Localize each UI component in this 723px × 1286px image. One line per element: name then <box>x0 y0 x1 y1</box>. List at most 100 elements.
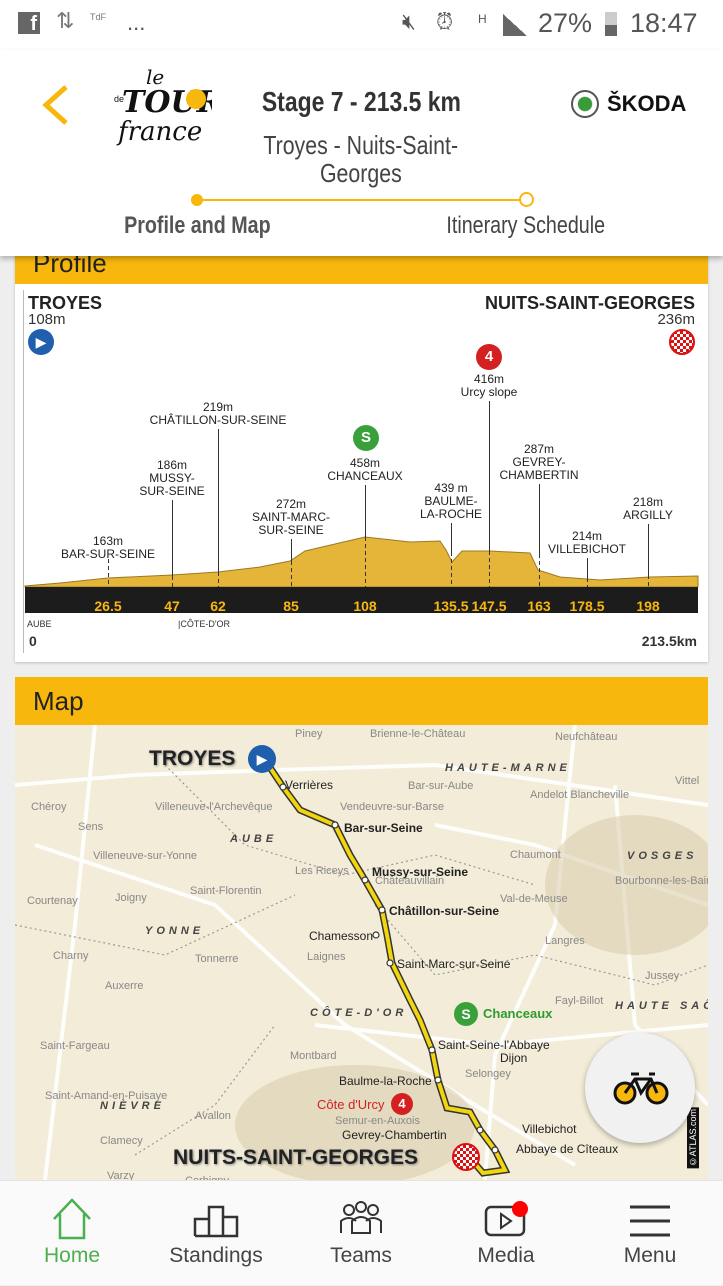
network-h-icon: H <box>478 12 487 26</box>
km-start: 0 <box>29 633 37 649</box>
waypoint-marker-line <box>489 401 490 551</box>
stage-route-line1: Troyes - Nuits-Saint- <box>263 130 459 160</box>
stage-title: Stage 7 - 213.5 km <box>261 86 461 117</box>
waypoint-label: 416m Urcy slope <box>461 373 518 399</box>
map-place-label: Villeneuve-l'Archevêque <box>155 801 273 813</box>
map-town-label: Saint-Seine-l'Abbaye <box>438 1038 550 1052</box>
map-town-label: Bar-sur-Seine <box>344 821 423 835</box>
waypoint-alt: 186m <box>156 458 188 472</box>
sprint-badge: S <box>353 425 379 451</box>
map-town-label: Gevrey-Chambertin <box>342 1128 447 1142</box>
map-region-label: AUBE <box>230 833 278 845</box>
step-dot-itinerary[interactable] <box>519 192 534 207</box>
status-bar: f ⇅ TdF ... 🔇︎ ⏰︎ H 27% 18:47 <box>0 0 723 50</box>
nav-standings[interactable]: Standings <box>144 1181 288 1286</box>
stage-route-line2: Georges <box>320 158 402 188</box>
tour-app-icon: TdF <box>90 12 107 22</box>
map-place-label: Châteauvillain <box>375 875 445 887</box>
waypoint-label: 214m VILLEBICHOT <box>548 530 626 556</box>
waypoint-alt: 416m <box>473 372 505 386</box>
map-finish-icon <box>452 1143 480 1171</box>
map-climb-label: Côte d'Urcy <box>317 1097 385 1112</box>
waypoint-name: CHÂTILLON-SUR-SEINE <box>149 413 287 427</box>
waypoint-marker-line <box>218 429 219 572</box>
map-town-label: Abbaye de Cîteaux <box>516 1142 619 1156</box>
more-notifications: ... <box>127 10 146 35</box>
km-marker: 163 <box>527 598 551 614</box>
waypoint-marker-line <box>291 539 292 561</box>
map-town-label: Châtillon-sur-Seine <box>389 904 500 918</box>
waypoint-alt: 219m <box>202 400 234 414</box>
svg-text:le: le <box>146 65 164 89</box>
map-region-label: VOSGES <box>627 850 698 862</box>
bike-fab-button[interactable] <box>585 1033 695 1143</box>
tab-profile-and-map[interactable]: Profile and Map <box>123 212 271 239</box>
map-place-label: Vittel <box>675 775 700 787</box>
alarm-icon: ⏰︎ <box>436 9 454 34</box>
map-town-label: Chamesson <box>309 929 374 943</box>
region-cote-dor: |CÔTE-D'OR <box>178 619 231 629</box>
map-place-label: Jussey <box>645 970 680 982</box>
waypoint-label: 287m GEVREY- CHAMBERTIN <box>499 443 578 482</box>
map-town-label: Villebichot <box>522 1122 577 1136</box>
map-place-label: Courtenay <box>27 895 78 907</box>
finish-flag-icon <box>669 329 695 355</box>
climb-cat4-badge: 4 <box>476 344 502 370</box>
map-place-label: Vendeuvre-sur-Barse <box>340 801 444 813</box>
waypoint-alt: 214m <box>571 529 603 543</box>
waypoint-name1: BAULME- <box>424 494 478 508</box>
waypoint-label: 163m BAR-SUR-SEINE <box>61 535 155 561</box>
map-place-label: Val-de-Meuse <box>500 893 568 905</box>
waypoint-name1: SAINT-MARC- <box>252 510 330 524</box>
map-place-label: Saint-Florentin <box>190 885 262 897</box>
back-chevron-icon[interactable] <box>40 83 72 128</box>
waypoint-dashed-line <box>648 575 649 587</box>
waypoint-name: ARGILLY <box>623 508 673 522</box>
waypoint-name1: MUSSY- <box>149 471 195 485</box>
step-dot-profile[interactable] <box>191 194 203 206</box>
nav-home[interactable]: Home <box>0 1181 144 1286</box>
profile-start-alt: 108m <box>28 311 66 328</box>
waypoint-dashed-line <box>539 554 540 587</box>
nav-teams[interactable]: Teams <box>289 1181 433 1286</box>
profile-start-name: TROYES <box>28 293 103 313</box>
map-place-label: Tonnerre <box>195 953 239 965</box>
map-region-label: CÔTE-D'OR <box>310 1007 408 1019</box>
profile-finish-alt: 236m <box>657 311 695 328</box>
map-place-label: Fayl-Billot <box>555 995 604 1007</box>
facebook-icon: f <box>18 12 40 35</box>
map-place-label: Semur-en-Auxois <box>335 1115 420 1127</box>
waypoint-name: BAR-SUR-SEINE <box>60 547 156 561</box>
waypoint-name2: LA-ROCHE <box>419 507 483 521</box>
map-region-label: HAUTE-MARNE <box>445 762 571 774</box>
waypoint-label: 272m SAINT-MARC- SUR-SEINE <box>252 498 330 537</box>
waypoint-label: 458m CHANCEAUX <box>327 457 402 483</box>
map-climb-icon: 4 <box>391 1093 413 1115</box>
navigation-icon: ⇅ <box>56 8 75 33</box>
map-place-label: Auxerre <box>105 980 144 992</box>
map-start-icon: ▶ <box>248 745 276 773</box>
map-place-label: Chaumont <box>510 849 561 861</box>
svg-text:de: de <box>114 94 124 104</box>
map-place-label: Avallon <box>195 1110 231 1122</box>
battery-icon <box>605 12 617 36</box>
map-place-label: Brienne-le-Château <box>370 728 466 740</box>
waypoint-alt: 439 m <box>434 481 468 495</box>
map-town-label: Dijon <box>500 1051 528 1065</box>
map-roads <box>15 725 708 1180</box>
nav-menu[interactable]: Menu <box>578 1181 722 1286</box>
map-town-label: Saint-Marc-sur-Seine <box>397 957 511 971</box>
map-place-label: Varzy <box>107 1170 135 1180</box>
map-place-label: Chéroy <box>31 801 67 813</box>
region-aube: AUBE <box>27 619 52 629</box>
nav-media[interactable]: Media <box>434 1181 578 1286</box>
km-marker: 108 <box>353 598 377 614</box>
map-place-label: Selongey <box>465 1068 511 1080</box>
km-marker: 178.5 <box>569 598 605 614</box>
tab-itinerary-schedule[interactable]: Itinerary Schedule <box>446 212 606 239</box>
map-sprint-icon: S <box>454 1002 478 1026</box>
waypoint-marker-line <box>451 523 452 552</box>
waypoint-name: Urcy slope <box>460 385 518 399</box>
km-marker: 62 <box>210 598 226 614</box>
map-finish-label: NUITS-SAINT-GEORGES <box>173 1146 419 1169</box>
